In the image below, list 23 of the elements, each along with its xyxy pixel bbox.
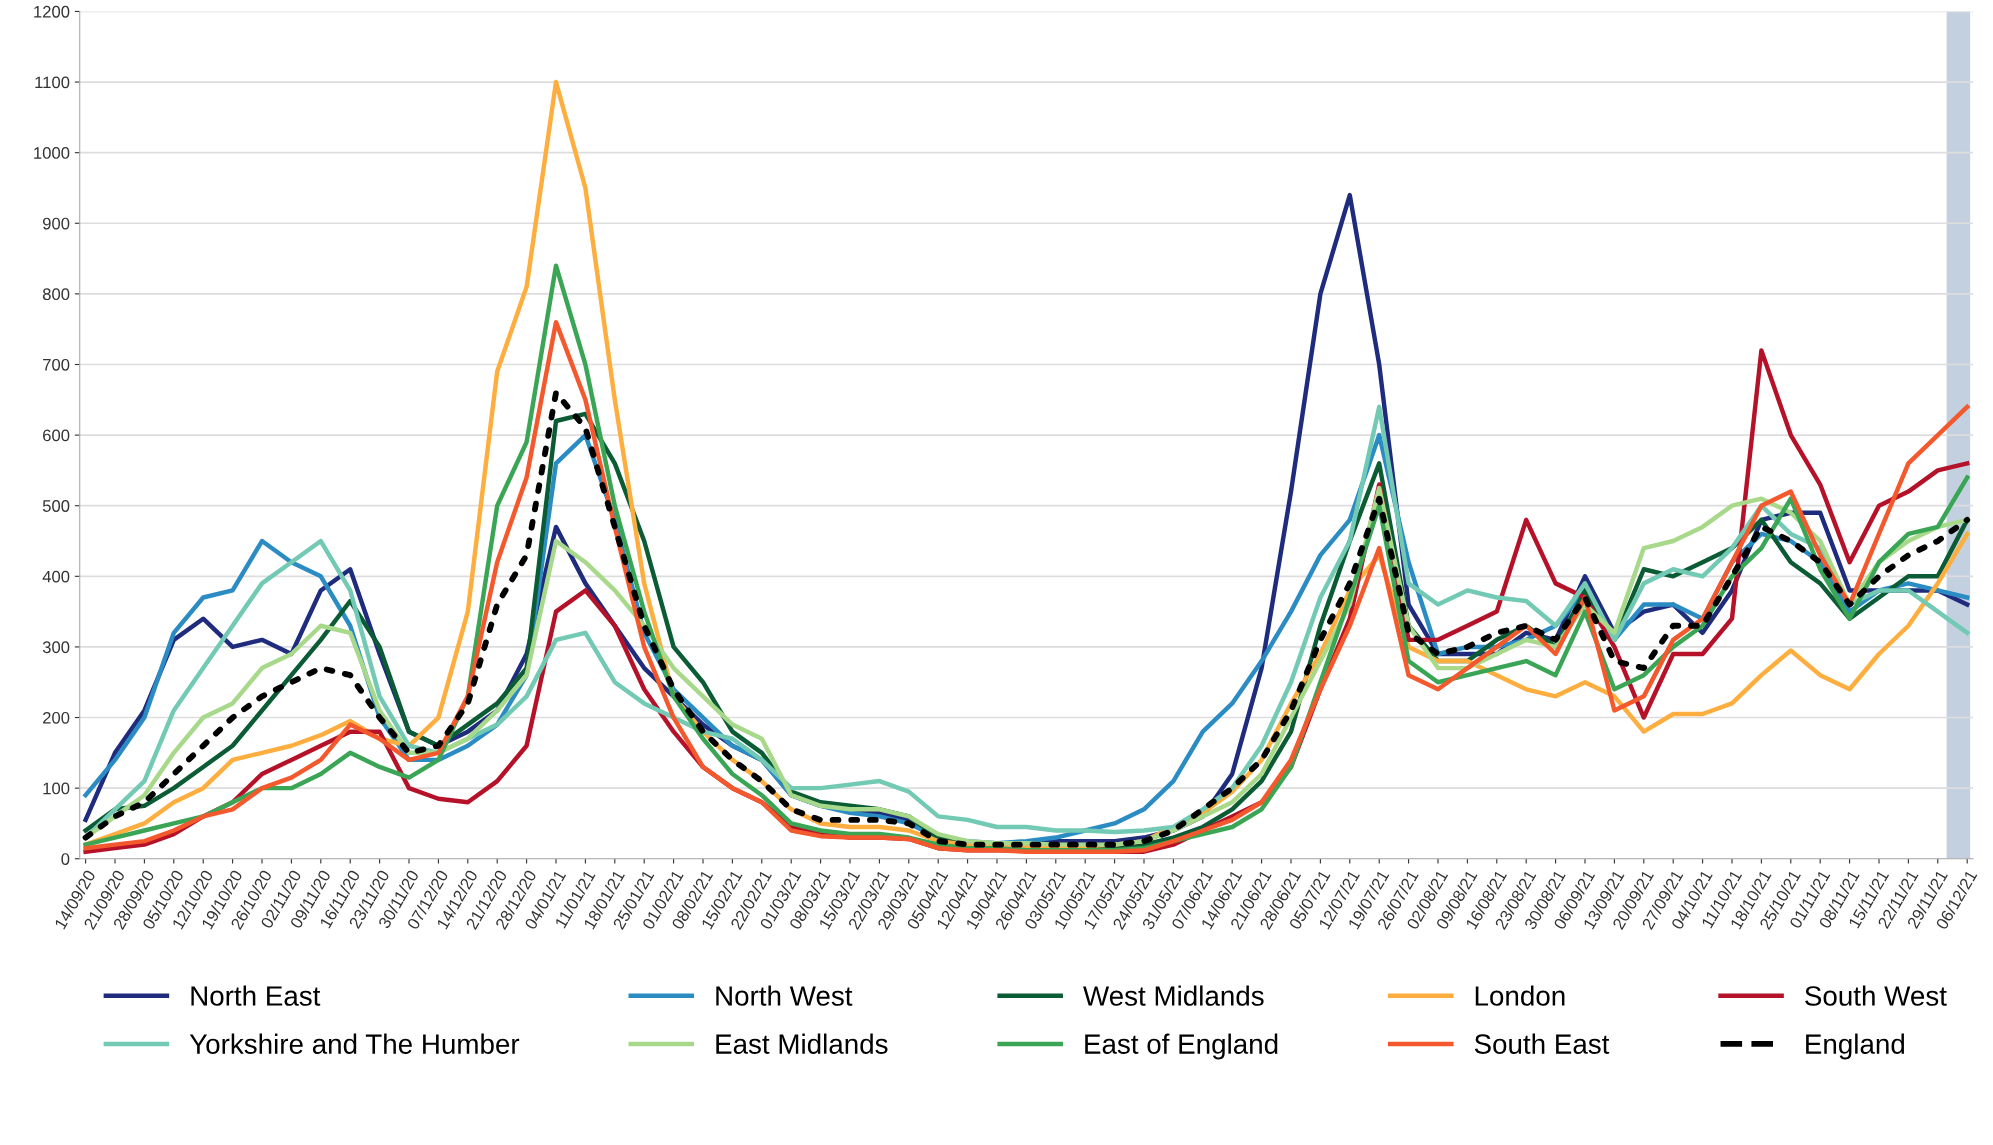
y-tick-label: 600 (43, 429, 70, 442)
y-tick-label: 1000 (34, 147, 70, 159)
y-tick-label: 0 (61, 853, 70, 865)
y-tick-label: 300 (42, 641, 70, 654)
y-tick-label: 100 (43, 782, 70, 795)
legend-label: South West (1805, 985, 1947, 1006)
legend-label: North West (716, 985, 853, 1006)
y-tick-label: 1100 (35, 76, 70, 89)
legend-label: England (1806, 1033, 1905, 1060)
y-tick-label: 1200 (34, 5, 70, 18)
legend-label: Yorkshire and The Humber (189, 1033, 520, 1054)
y-tick-label: 200 (43, 711, 70, 724)
legend-label: South East (1474, 1033, 1610, 1054)
legend-label: East Midlands (716, 1033, 888, 1054)
y-tick-label: 400 (42, 570, 70, 583)
y-tick-label: 500 (42, 500, 70, 512)
legend-label: West Midlands (1083, 985, 1264, 1006)
y-tick-label: 800 (42, 288, 70, 301)
y-tick-label: 700 (43, 358, 70, 371)
y-tick-label: 900 (42, 217, 70, 230)
legend-label: North East (191, 985, 321, 1006)
legend-label: East of England (1085, 1033, 1278, 1060)
legend-label: London (1475, 985, 1565, 1006)
